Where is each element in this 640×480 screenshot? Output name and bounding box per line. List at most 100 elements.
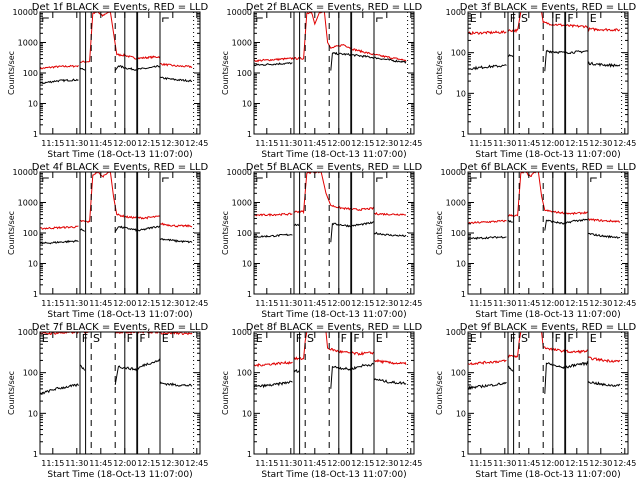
y-tick-label: 10000: [13, 8, 38, 17]
x-tick-label: 11:30: [65, 139, 88, 148]
mode-label: F: [555, 332, 561, 345]
x-tick-label: 12:15: [351, 459, 374, 468]
lld-series-line: [373, 358, 407, 365]
mode-label: S: [93, 332, 100, 345]
mode-label: F: [341, 332, 347, 345]
mode-label: E: [256, 332, 263, 345]
events-series-line: [587, 232, 621, 239]
plot-frame: [253, 171, 415, 295]
mode-label: F: [139, 332, 145, 345]
plot-area: [40, 12, 193, 85]
y-tick-label: 10000: [13, 168, 38, 177]
mode-label: F: [510, 332, 516, 345]
events-series-line: [254, 380, 293, 389]
mode-bracket: [42, 17, 49, 22]
panel-det-3: Det 3f BLACK = Events, RED = LLD Counts/s…: [435, 2, 636, 160]
y-tick-label: 100: [237, 69, 252, 78]
x-tick-label: 11:30: [493, 139, 516, 148]
panel-title: Det 6f BLACK = Events, RED = LLD: [460, 162, 637, 173]
lld-series-line: [40, 332, 79, 335]
x-tick-label: 12:30: [161, 299, 184, 308]
x-tick-label: 12:30: [375, 139, 398, 148]
y-tick-label: 1: [33, 290, 38, 299]
panel-det-2: Det 2f BLACK = Events, RED = LLD Counts/s…: [221, 2, 422, 160]
x-tick-label: 11:15: [469, 299, 492, 308]
lld-series-line: [79, 172, 161, 224]
y-tick-label: 1: [461, 450, 466, 459]
mode-label: S: [521, 12, 528, 25]
x-tick-label: 11:45: [303, 139, 326, 148]
events-series-line: [330, 362, 375, 389]
y-tick-label: 1000: [446, 199, 466, 208]
x-tick-label: 12:00: [113, 299, 136, 308]
x-tick-label: 12:15: [137, 459, 160, 468]
y-tick-label: 1: [247, 450, 252, 459]
lld-series-line: [40, 225, 79, 230]
y-tick-label: 10: [28, 260, 38, 269]
y-tick-label: 1000: [18, 39, 38, 48]
x-tick-label: 12:30: [375, 459, 398, 468]
x-axis-label: Start Time (18-Oct-13 11:07:00): [47, 470, 192, 480]
mode-label: F: [567, 332, 573, 345]
plot-area: [254, 12, 407, 71]
events-series-line: [159, 381, 193, 387]
y-tick-label: 100: [23, 369, 38, 378]
lld-series-line: [293, 172, 375, 215]
x-tick-label: 12:45: [613, 139, 636, 148]
x-tick-label: 11:45: [517, 139, 540, 148]
x-tick-label: 11:30: [65, 299, 88, 308]
mode-bracket: [162, 177, 169, 182]
events-series-line: [373, 231, 407, 238]
plot-area: [254, 172, 407, 243]
panel-title: Det 9f BLACK = Events, RED = LLD: [460, 322, 637, 333]
events-series-line: [373, 378, 407, 385]
x-tick-label: 12:45: [185, 299, 208, 308]
plot-area: [468, 12, 621, 72]
mode-label: F: [127, 332, 133, 345]
y-tick-label: 1000: [446, 328, 466, 337]
mode-label: F: [82, 332, 88, 345]
panel-det-5: Det 5f BLACK = Events, RED = LLD Counts/s…: [221, 162, 422, 320]
x-tick-label: 11:30: [279, 299, 302, 308]
y-tick-label: 100: [23, 69, 38, 78]
plot-area: [254, 332, 407, 389]
y-tick-label: 100: [237, 229, 252, 238]
panel-title: Det 5f BLACK = Events, RED = LLD: [246, 162, 423, 173]
x-tick-label: 12:15: [137, 299, 160, 308]
x-tick-label: 12:30: [589, 139, 612, 148]
plot-area: [40, 332, 193, 395]
x-axis-label: Start Time (18-Oct-13 11:07:00): [261, 150, 406, 160]
x-tick-label: 11:30: [279, 459, 302, 468]
y-tick-label: 10000: [227, 8, 252, 17]
mode-label: F: [353, 332, 359, 345]
lld-series-line: [254, 212, 293, 217]
plot-frame: [39, 171, 201, 295]
x-tick-label: 11:45: [89, 459, 112, 468]
events-series-line: [40, 383, 79, 395]
panel-det-6: Det 6f BLACK = Events, RED = LLD Counts/s…: [435, 162, 636, 320]
y-axis-label: Counts/sec: [221, 371, 230, 415]
x-tick-label: 12:00: [327, 139, 350, 148]
mode-bracket: [376, 177, 383, 182]
mode-bracket: [42, 177, 49, 182]
panel-title: Det 3f BLACK = Events, RED = LLD: [460, 2, 637, 13]
y-tick-label: 10: [242, 260, 252, 269]
x-tick-label: 12:15: [351, 299, 374, 308]
mode-label: S: [307, 332, 314, 345]
x-tick-label: 12:45: [185, 139, 208, 148]
events-series-line: [544, 218, 589, 231]
mode-label: E: [376, 332, 383, 345]
mode-bracket: [162, 17, 169, 22]
lld-series-line: [160, 62, 193, 69]
x-axis-label: Start Time (18-Oct-13 11:07:00): [47, 150, 192, 160]
x-tick-label: 12:45: [399, 299, 422, 308]
mode-bracket: [376, 17, 383, 22]
plot-area: [40, 172, 193, 245]
events-series-line: [468, 381, 507, 390]
y-tick-label: 10: [28, 409, 38, 418]
x-tick-label: 12:00: [113, 139, 136, 148]
y-tick-label: 1000: [446, 8, 466, 17]
y-tick-label: 1000: [232, 328, 252, 337]
y-tick-label: 1000: [232, 199, 252, 208]
x-tick-label: 11:45: [89, 139, 112, 148]
